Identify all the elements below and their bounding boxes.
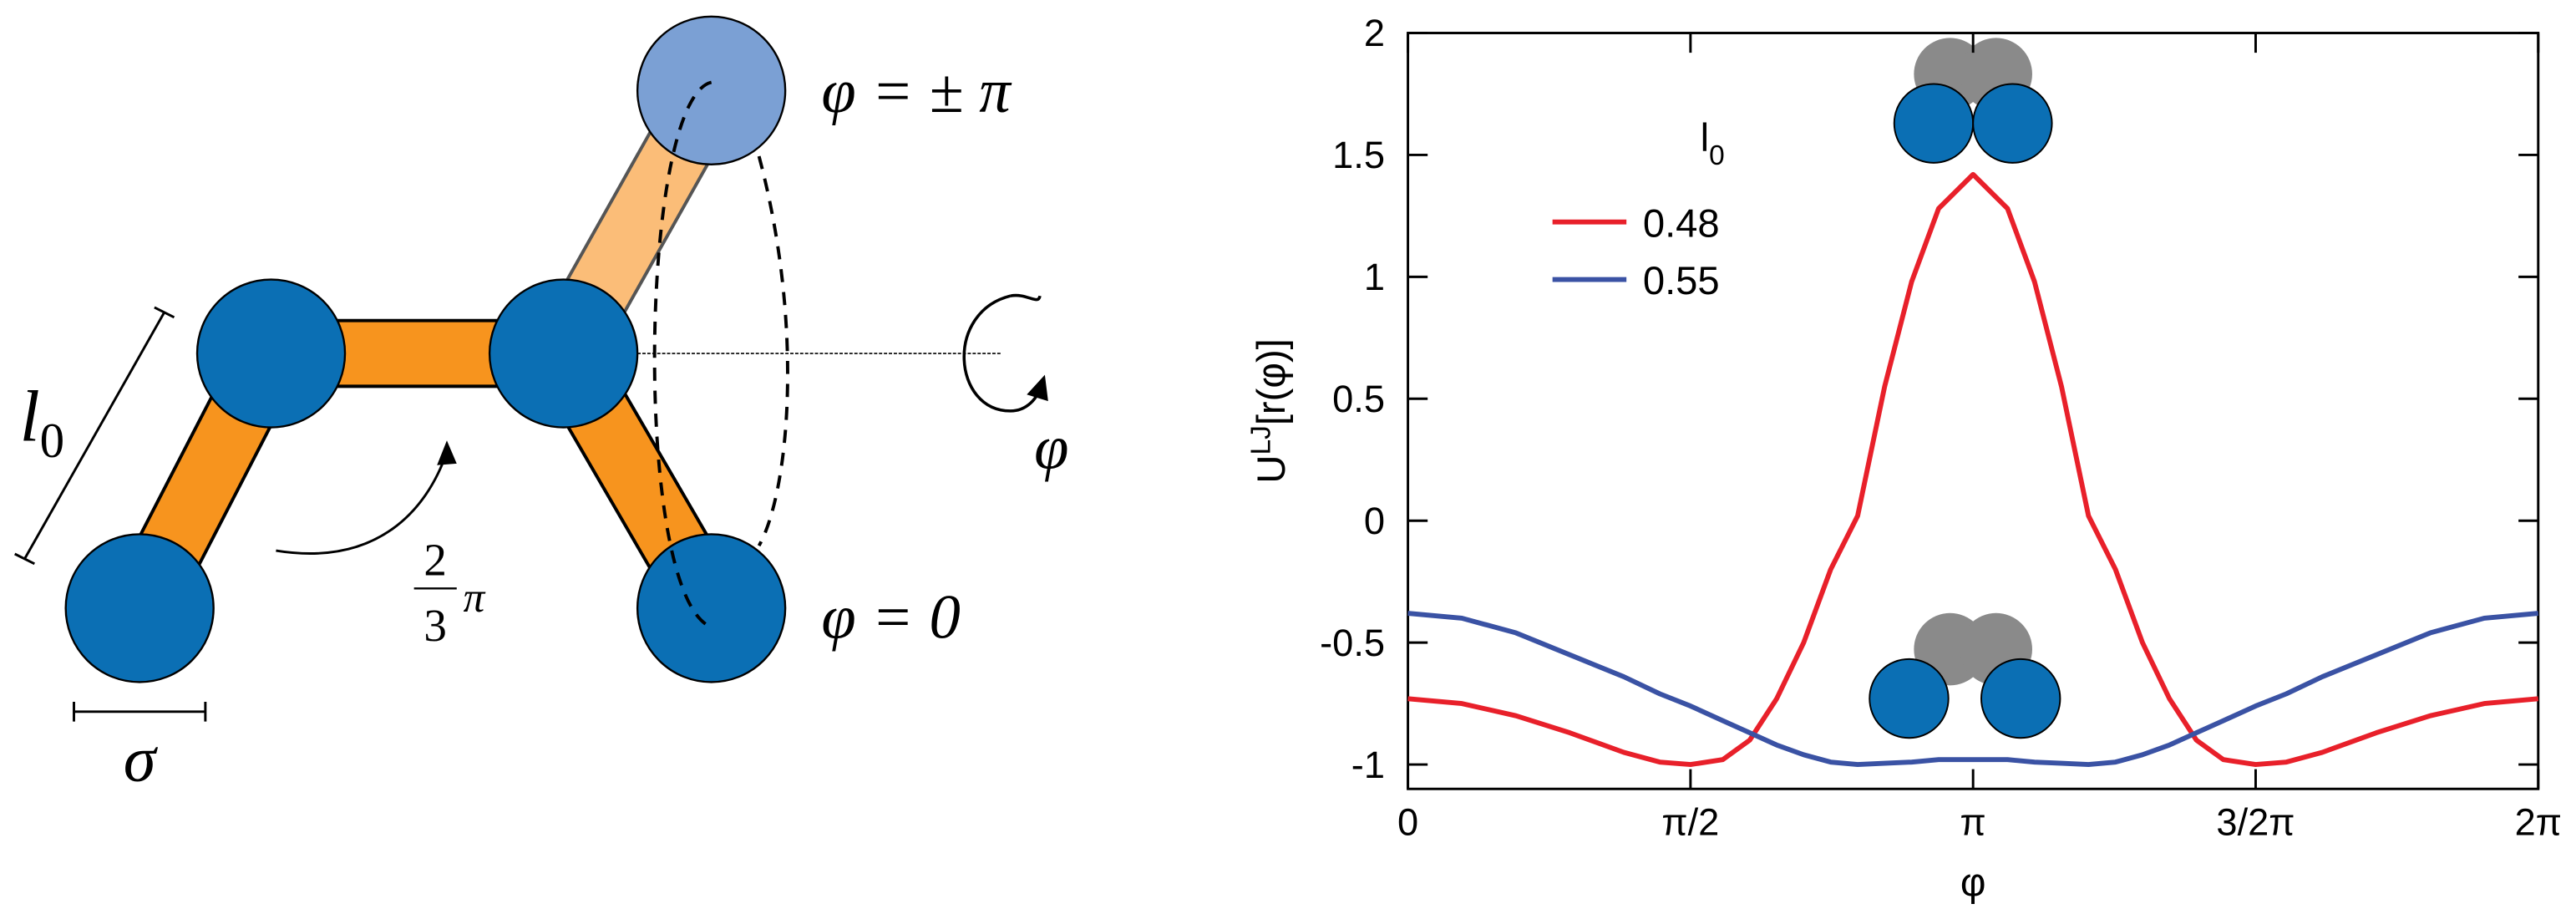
y-label-sup: LJ	[1245, 425, 1276, 454]
y-tick-label: 2	[1364, 12, 1385, 54]
y-tick-label: 0	[1364, 500, 1385, 542]
rotation-label: φ	[1034, 414, 1068, 483]
angle-numerator: 2	[423, 535, 447, 586]
bottom-icon	[1869, 612, 2061, 739]
legend-title: l0	[1701, 116, 1725, 171]
x-tick-label: 0	[1397, 800, 1418, 843]
legend-title-base: l	[1701, 116, 1709, 160]
top-icon	[1893, 38, 2053, 164]
angle-symbol: π	[464, 574, 486, 622]
series-line	[1407, 611, 2539, 768]
y-tick-label: 1.5	[1332, 134, 1385, 176]
series-line	[1407, 171, 2539, 768]
chart: ULJ[r(φ)] φ l0 -1-0.500.511.520 π/2 π 3/2π 2…	[1245, 12, 2562, 905]
bond-label-base: l	[20, 376, 40, 456]
x-axis-label: φ	[1960, 861, 1986, 905]
bond-label-sub: 0	[40, 413, 64, 468]
diagram: l0 σ φ = ± π φ = 0 2 3 π φ	[14, 15, 1068, 795]
bottom-state: φ = 0	[821, 582, 960, 652]
bead-label: σ	[124, 723, 159, 795]
top-state: φ = ± π	[821, 57, 1012, 126]
y-tick-label: -1	[1351, 744, 1385, 786]
legend-title-sub: 0	[1709, 140, 1725, 171]
x-tick-label: π	[1960, 800, 1986, 843]
y-axis-label: ULJ[r(φ)]	[1245, 338, 1294, 483]
bond-label: l0	[20, 376, 65, 468]
legend-label: 0.55	[1643, 259, 1720, 303]
angle-denominator: 3	[423, 600, 447, 651]
y-tick-label: 0.5	[1332, 378, 1385, 420]
legend-label: 0.48	[1643, 201, 1720, 246]
y-tick-label: -0.5	[1320, 622, 1385, 664]
y-tick-label: 1	[1364, 256, 1385, 298]
x-tick-label: 3/2π	[2216, 800, 2295, 843]
y-label-rest: [r(φ)]	[1250, 338, 1294, 425]
y-label-base: U	[1250, 454, 1294, 483]
x-tick-label: 2π	[2515, 800, 2562, 843]
x-tick-label: π/2	[1661, 800, 1719, 843]
